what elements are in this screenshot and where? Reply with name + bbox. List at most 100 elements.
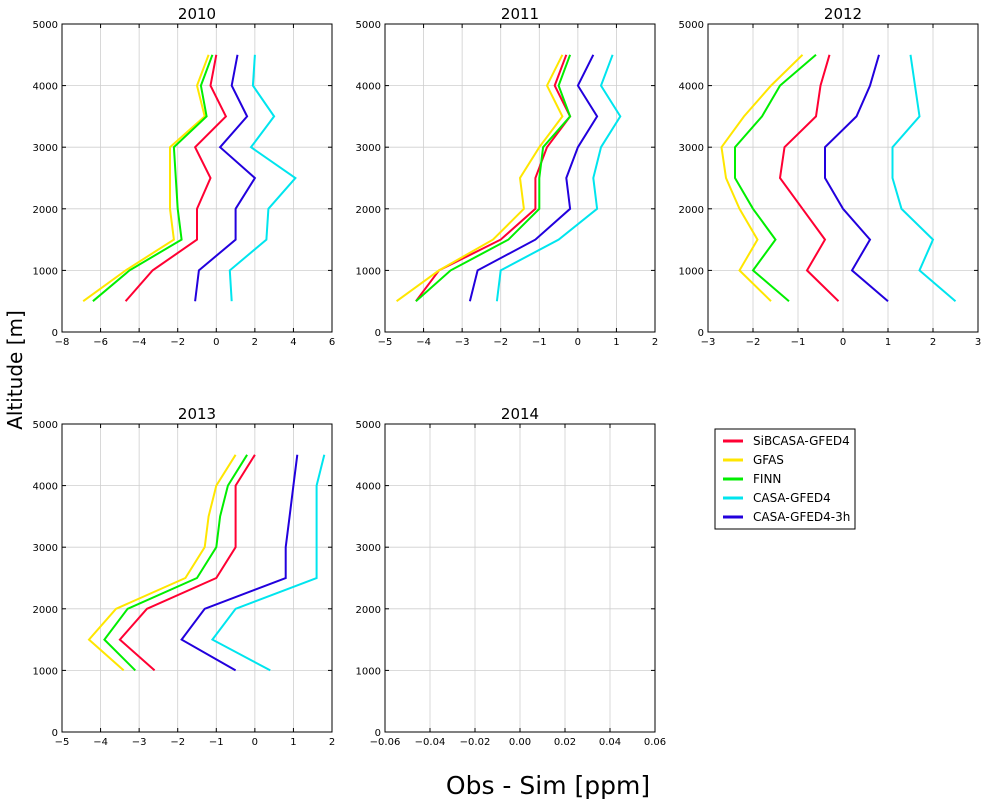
y-tick-label: 5000 xyxy=(356,420,381,431)
series-line-CASA-GFED4-3h xyxy=(180,454,299,672)
series-line-CASA-GFED4 xyxy=(891,54,957,302)
x-axis-label: Obs - Sim [ppm] xyxy=(446,771,650,800)
axes-frame xyxy=(61,423,333,733)
y-tick-label: 3000 xyxy=(356,143,381,154)
x-tick-label: 0 xyxy=(575,337,581,348)
y-tick-label: 2000 xyxy=(356,605,381,616)
x-tick-label: 2 xyxy=(930,337,936,348)
legend-label: CASA-GFED4 xyxy=(753,491,831,505)
x-tick-label: −0.06 xyxy=(370,737,401,748)
x-tick-label: −3 xyxy=(132,737,147,748)
y-tick-label: 5000 xyxy=(33,20,58,31)
x-tick-label: 1 xyxy=(885,337,891,348)
y-tick-label: 1000 xyxy=(356,666,381,677)
x-tick-label: −1 xyxy=(532,337,547,348)
panel-2013: −5 −4 −3 −2 −1 0 1 2 0 1000 2000 3000 4000 5000 2013 xyxy=(33,405,336,748)
series-line-CASA-GFED4 xyxy=(495,54,622,302)
series-line-SiBCASA-GFED4 xyxy=(118,454,256,672)
x-tick-label: 3 xyxy=(975,337,981,348)
x-tick-label: 0 xyxy=(840,337,846,348)
x-tick-label: −2 xyxy=(170,337,185,348)
series-line-SiBCASA-GFED4 xyxy=(778,54,840,302)
x-tick-label: −1 xyxy=(209,737,224,748)
x-tick-label: −2 xyxy=(746,337,761,348)
axes-frame xyxy=(61,23,333,333)
x-tick-label: 0.00 xyxy=(509,737,531,748)
legend-label: FINN xyxy=(753,472,781,486)
x-tick-label: 4 xyxy=(290,337,296,348)
y-tick-label: 4000 xyxy=(33,82,58,93)
x-tick-label: −3 xyxy=(455,337,470,348)
x-tick-label: 0.06 xyxy=(644,737,666,748)
y-tick-label: 5000 xyxy=(33,420,58,431)
y-tick-label: 2000 xyxy=(356,205,381,216)
y-tick-label: 0 xyxy=(52,328,58,339)
y-tick-label: 3000 xyxy=(33,543,58,554)
x-tick-label: −2 xyxy=(493,337,508,348)
y-tick-label: 0 xyxy=(375,728,381,739)
y-tick-label: 2000 xyxy=(33,205,58,216)
y-axis-label: Altitude [m] xyxy=(3,310,27,430)
series-line-FINN xyxy=(734,54,817,302)
series-line-CASA-GFED4-3h xyxy=(824,54,889,302)
y-tick-label: 0 xyxy=(375,328,381,339)
panel-title: 2010 xyxy=(178,5,216,23)
series-line-GFAS xyxy=(396,54,564,303)
x-tick-label: −8 xyxy=(55,337,70,348)
y-tick-label: 3000 xyxy=(679,143,704,154)
x-tick-label: 2 xyxy=(652,337,658,348)
y-tick-label: 3000 xyxy=(33,143,58,154)
series-line-CASA-GFED4 xyxy=(228,54,297,302)
panel-title: 2013 xyxy=(178,405,216,423)
y-tick-label: 1000 xyxy=(679,266,704,277)
x-tick-label: −0.04 xyxy=(415,737,446,748)
y-tick-label: 0 xyxy=(698,328,704,339)
y-tick-label: 0 xyxy=(52,728,58,739)
y-tick-label: 4000 xyxy=(356,82,381,93)
axes-frame xyxy=(384,23,656,333)
legend: SiBCASA-GFED4 GFAS FINN CASA-GFED4 CASA-GFED… xyxy=(714,428,856,530)
x-tick-label: 0 xyxy=(213,337,219,348)
y-tick-label: 3000 xyxy=(356,543,381,554)
x-tick-label: 6 xyxy=(329,337,335,348)
y-tick-label: 2000 xyxy=(33,605,58,616)
x-tick-label: −5 xyxy=(55,737,70,748)
x-tick-label: −4 xyxy=(416,337,431,348)
series-line-FINN xyxy=(415,54,572,302)
series-line-GFAS xyxy=(82,54,210,303)
x-tick-label: −6 xyxy=(93,337,108,348)
panel-2014: −0.06 −0.04 −0.02 0.00 0.02 0.04 0.06 0 1000 2000… xyxy=(356,405,667,748)
x-tick-label: 2 xyxy=(252,337,258,348)
x-tick-label: 0.04 xyxy=(599,737,621,748)
series-line-CASA-GFED4-3h xyxy=(468,54,599,302)
x-tick-label: −4 xyxy=(93,737,108,748)
series-line-GFAS xyxy=(87,454,237,672)
x-tick-label: 0 xyxy=(252,737,258,748)
series-line-FINN xyxy=(92,54,214,302)
y-tick-label: 4000 xyxy=(356,482,381,493)
panel-2011: −5 −4 −3 −2 −1 0 1 2 0 1000 2000 3000 4000 5000 2011 xyxy=(356,5,659,348)
series-line-SiBCASA-GFED4 xyxy=(415,54,572,302)
y-tick-label: 2000 xyxy=(679,205,704,216)
panel-title: 2011 xyxy=(501,5,539,23)
x-tick-label: −3 xyxy=(701,337,716,348)
panel-2012: −3 −2 −1 0 1 2 3 0 1000 2000 3000 4000 5000 2012 xyxy=(679,5,982,348)
series-line-GFAS xyxy=(720,54,804,302)
y-tick-label: 1000 xyxy=(33,266,58,277)
y-tick-label: 4000 xyxy=(33,482,58,493)
legend-label: CASA-GFED4-3h xyxy=(753,510,850,524)
panel-2010: −8 −6 −4 −2 0 2 4 6 0 1000 2000 3000 4000 5000 2010 xyxy=(33,5,336,348)
legend-label: GFAS xyxy=(753,453,784,467)
legend-label: SiBCASA-GFED4 xyxy=(753,434,850,448)
x-tick-label: −1 xyxy=(791,337,806,348)
series-line-CASA-GFED4-3h xyxy=(194,54,257,302)
x-tick-label: −0.02 xyxy=(460,737,491,748)
series-line-SiBCASA-GFED4 xyxy=(124,54,228,302)
panel-title: 2012 xyxy=(824,5,862,23)
x-tick-label: −2 xyxy=(170,737,185,748)
panel-title: 2014 xyxy=(501,405,539,423)
y-tick-label: 5000 xyxy=(679,20,704,31)
panels: −8 −6 −4 −2 0 2 4 60100020003000400050002010−5−… xyxy=(33,5,982,748)
x-tick-label: 2 xyxy=(329,737,335,748)
